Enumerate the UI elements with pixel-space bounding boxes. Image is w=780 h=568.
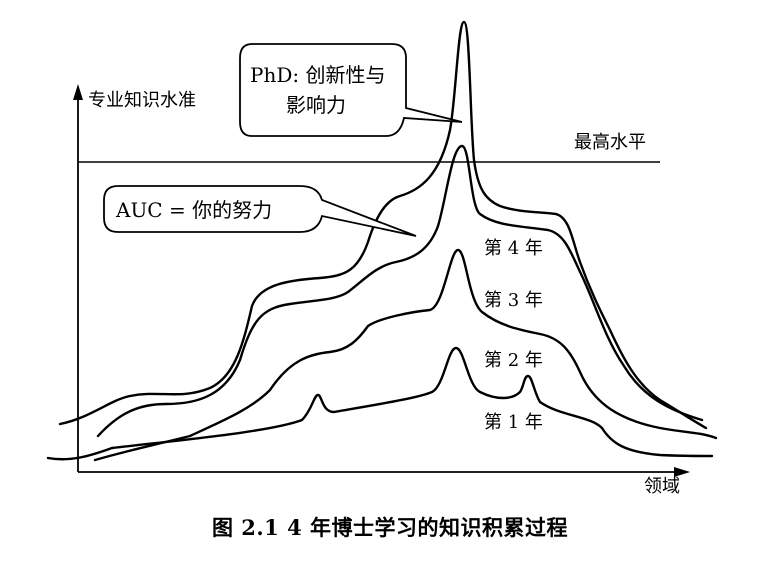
year-4-label: 第 4 年 bbox=[484, 238, 543, 259]
phd-callout-line1: PhD: 创新性与 bbox=[250, 63, 385, 87]
auc-callout-bubble bbox=[103, 185, 417, 237]
y-axis-label: 专业知识水准 bbox=[88, 90, 196, 111]
year-2-label: 第 2 年 bbox=[484, 350, 543, 371]
phd-callout-bubble bbox=[239, 43, 463, 137]
year-3-label: 第 3 年 bbox=[484, 290, 543, 311]
year-1-label: 第 1 年 bbox=[484, 412, 543, 433]
year-4-curve bbox=[58, 20, 708, 430]
figure-caption: 图 2.1 4 年博士学习的知识积累过程 bbox=[211, 515, 569, 540]
phd-callout-line2: 影响力 bbox=[286, 93, 346, 117]
x-axis-label: 领域 bbox=[644, 476, 680, 497]
year-1-curve bbox=[46, 346, 714, 461]
year-3-curve bbox=[96, 144, 704, 438]
max-level-label: 最高水平 bbox=[574, 132, 646, 153]
y-axis-arrowhead bbox=[73, 84, 83, 100]
auc-callout-text: AUC = 你的努力 bbox=[115, 198, 272, 222]
year-2-curve bbox=[93, 248, 718, 462]
x-axis-arrowhead bbox=[674, 467, 690, 477]
